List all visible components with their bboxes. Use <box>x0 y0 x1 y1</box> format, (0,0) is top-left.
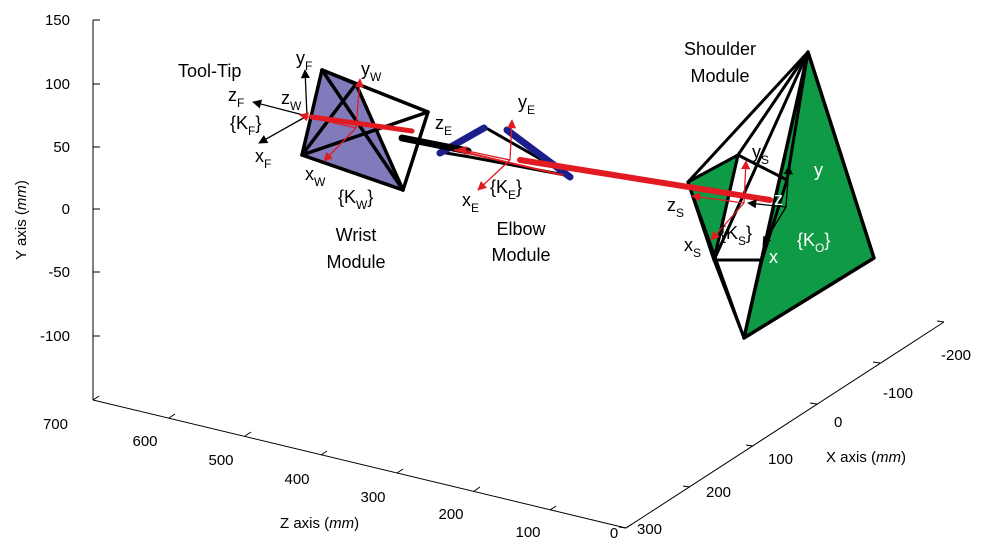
elbow-red-link <box>454 149 563 176</box>
x-tick: 100 <box>768 451 793 468</box>
elbow-module-label: Elbow <box>496 219 546 239</box>
y-tick: -50 <box>48 264 70 281</box>
frame-S-k-label: {KS} <box>720 223 752 248</box>
elbow-module-label-2: Module <box>491 245 550 265</box>
frame-F-x-label: xF <box>255 146 271 171</box>
frame-O-arrows <box>747 165 793 246</box>
frame-W-x-label: xW <box>305 164 326 189</box>
x-tick: 0 <box>834 414 842 431</box>
y-tick: 150 <box>45 12 70 29</box>
z-tick: 700 <box>43 416 68 433</box>
forearm-link <box>398 134 472 155</box>
frame-E-arrows <box>457 119 517 191</box>
z-axis-ticks <box>92 395 633 529</box>
x-axis-ticks <box>618 320 945 529</box>
shoulder-module-label-2: Module <box>690 66 749 86</box>
frame-O-k-label: {KO} <box>797 230 830 255</box>
x-axis-label: X axis (mm) <box>826 449 906 466</box>
z-tick: 400 <box>284 471 309 488</box>
wrist-module-label-2: Module <box>326 252 385 272</box>
y-tick: -100 <box>40 328 70 345</box>
frame-S-x-label: xS <box>684 235 701 260</box>
z-tick: 100 <box>515 524 540 541</box>
z-tick: 200 <box>438 506 463 523</box>
arm-links <box>309 114 773 203</box>
wrist-face-back <box>322 70 428 190</box>
z-tick: 600 <box>132 433 157 450</box>
z-axis-label: Z axis (mm) <box>280 515 359 532</box>
frame-E-x-label: xE <box>462 190 479 215</box>
z-tick: 300 <box>360 489 385 506</box>
wrist-module-label: Wrist <box>336 225 377 245</box>
frame-O-y-label: y <box>814 160 823 180</box>
wrist-module <box>300 68 430 192</box>
z-tick: 0 <box>610 525 618 541</box>
x-tick: -100 <box>883 385 913 402</box>
shoulder-module <box>686 50 876 340</box>
axes-frame <box>92 20 945 529</box>
shoulder-module-label: Shoulder <box>684 39 756 59</box>
x-tick: -200 <box>941 347 971 364</box>
frame-E-y-label: yE <box>518 92 535 117</box>
y-axis-label: Y axis (mm) <box>13 180 30 260</box>
tool-tip-label: Tool-Tip <box>178 61 241 81</box>
frame-W-arrows <box>299 78 364 162</box>
y-axis-tick-labels: 150 100 50 0 -50 -100 <box>40 12 70 345</box>
z-axis-tick-labels: 700 600 500 400 300 200 100 0 <box>43 416 618 542</box>
y-tick: 100 <box>45 76 70 93</box>
frame-O-x-label: x <box>769 247 778 267</box>
y-axis-ticks <box>93 19 100 337</box>
frame-F-y-label: yF <box>296 48 312 73</box>
z-tick: 500 <box>208 452 233 469</box>
frame-W-k-label: {KW} <box>338 187 373 212</box>
y-tick: 0 <box>62 201 70 218</box>
x-tick: 200 <box>706 484 731 501</box>
frame-S-z-label: zS <box>667 195 684 220</box>
x-tick: 300 <box>637 521 662 538</box>
wrist-red-link <box>309 114 415 134</box>
frame-W-y-label: yW <box>361 59 382 84</box>
frame-E-k-label: {KE} <box>490 177 522 202</box>
shoulder-face-right <box>742 50 876 340</box>
frame-S-arrows <box>691 160 751 241</box>
frame-F-arrows <box>252 69 310 144</box>
y-tick: 50 <box>53 139 70 156</box>
frame-S-y-label: yS <box>752 142 769 167</box>
frame-E-z-label: zE <box>435 113 452 138</box>
x-axis-tick-labels: -200 -100 0 100 200 300 <box>637 347 971 538</box>
frame-W-z-label: zW <box>281 88 302 113</box>
upper-arm-link <box>517 157 773 203</box>
frame-F-k-label: {KF} <box>230 113 261 138</box>
frame-O-z-label: z <box>774 189 783 209</box>
frame-F-z-label: zF <box>228 85 244 110</box>
